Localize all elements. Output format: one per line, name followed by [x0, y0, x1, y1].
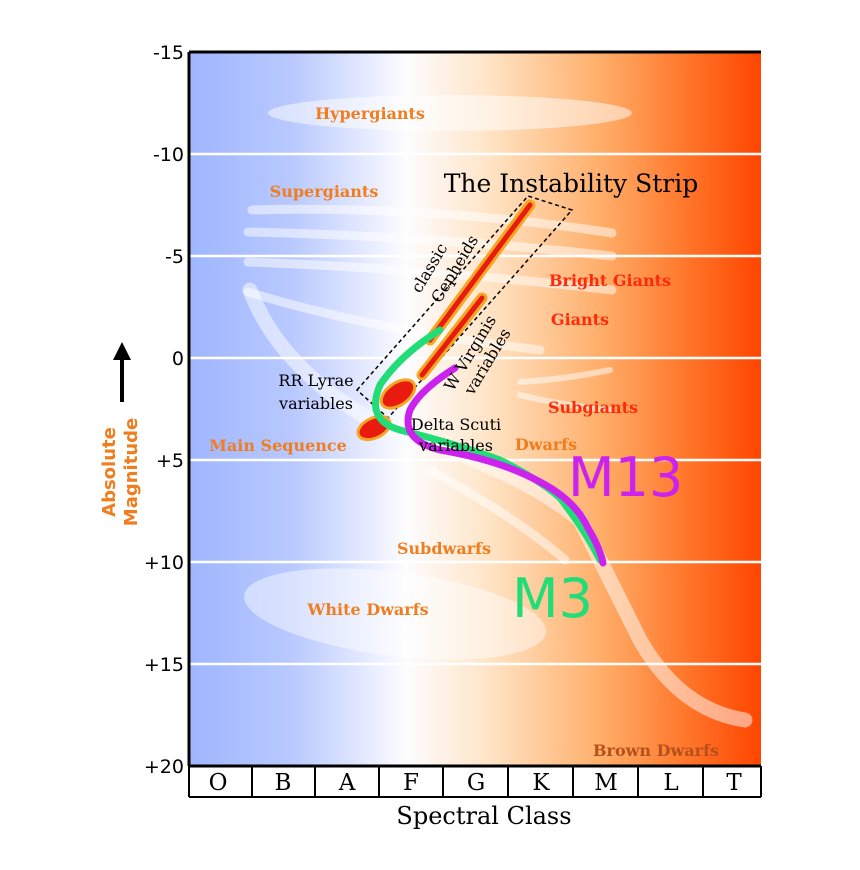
subdwarfs-band	[425, 465, 570, 565]
m3-track	[372, 326, 604, 564]
region-labels: Hypergiants Supergiants Bright Giants Gi…	[209, 104, 719, 760]
y-tick: 0	[172, 348, 184, 370]
m13-track	[404, 364, 607, 567]
white-dwarfs-band	[244, 568, 546, 660]
y-axis-title: Absolute Magnitude	[99, 342, 142, 526]
class-label: B	[275, 770, 292, 796]
y-tick: +10	[144, 552, 184, 574]
class-label: A	[338, 770, 356, 796]
giants-label: Giants	[551, 310, 609, 329]
arrow-head-icon	[113, 342, 131, 360]
y-tick: +20	[144, 756, 184, 778]
plot-background	[189, 52, 761, 766]
bright-giants-label: Bright Giants	[549, 271, 671, 290]
y-tick: -5	[165, 246, 184, 268]
region-bands	[242, 95, 753, 728]
rr-lyrae-label-1: RR Lyrae	[278, 371, 353, 390]
subdwarfs-label: Subdwarfs	[397, 539, 491, 558]
dwarfs-label: Dwarfs	[515, 435, 577, 454]
spectral-class-axis	[188, 766, 762, 798]
supergiants-label: Supergiants	[270, 182, 379, 201]
y-ticks: -15 -10 -5 0 +5 +10 +15 +20	[144, 42, 184, 778]
hypergiants-band	[268, 95, 632, 131]
spectral-class-labels: O B A F G K M L T	[209, 770, 743, 796]
delta-scuti-label-2: variables	[418, 436, 493, 455]
y-axis-title-line1: Absolute	[99, 427, 120, 517]
y-axis-title-line2: Magnitude	[121, 418, 142, 526]
class-label: F	[403, 770, 419, 796]
subgiants-label: Subgiants	[548, 398, 638, 417]
class-label: M	[594, 770, 618, 796]
brown-dwarfs-label: Brown Dwarfs	[593, 741, 719, 760]
rr-lyrae-blob	[379, 378, 417, 410]
class-label: L	[663, 770, 678, 796]
y-tick: +5	[156, 450, 184, 472]
y-tick: -10	[153, 144, 184, 166]
m3-label: M3	[512, 567, 593, 630]
y-tick: -15	[153, 42, 184, 64]
supergiants-band	[247, 204, 617, 238]
class-label: T	[726, 770, 742, 796]
class-label: K	[532, 770, 550, 796]
instability-strip-title: The Instability Strip	[444, 169, 699, 198]
hypergiants-label: Hypergiants	[315, 104, 425, 123]
rr-lyrae-label-2: variables	[278, 394, 353, 413]
y-tick: +15	[144, 654, 184, 676]
class-label: O	[209, 770, 228, 796]
m13-label: M13	[568, 446, 683, 509]
white-dwarfs-label: White Dwarfs	[306, 600, 428, 619]
class-label: G	[467, 770, 485, 796]
x-axis-title: Spectral Class	[396, 802, 571, 830]
delta-scuti-label-1: Delta Scuti	[411, 415, 501, 434]
main-sequence-label: Main Sequence	[209, 436, 347, 455]
